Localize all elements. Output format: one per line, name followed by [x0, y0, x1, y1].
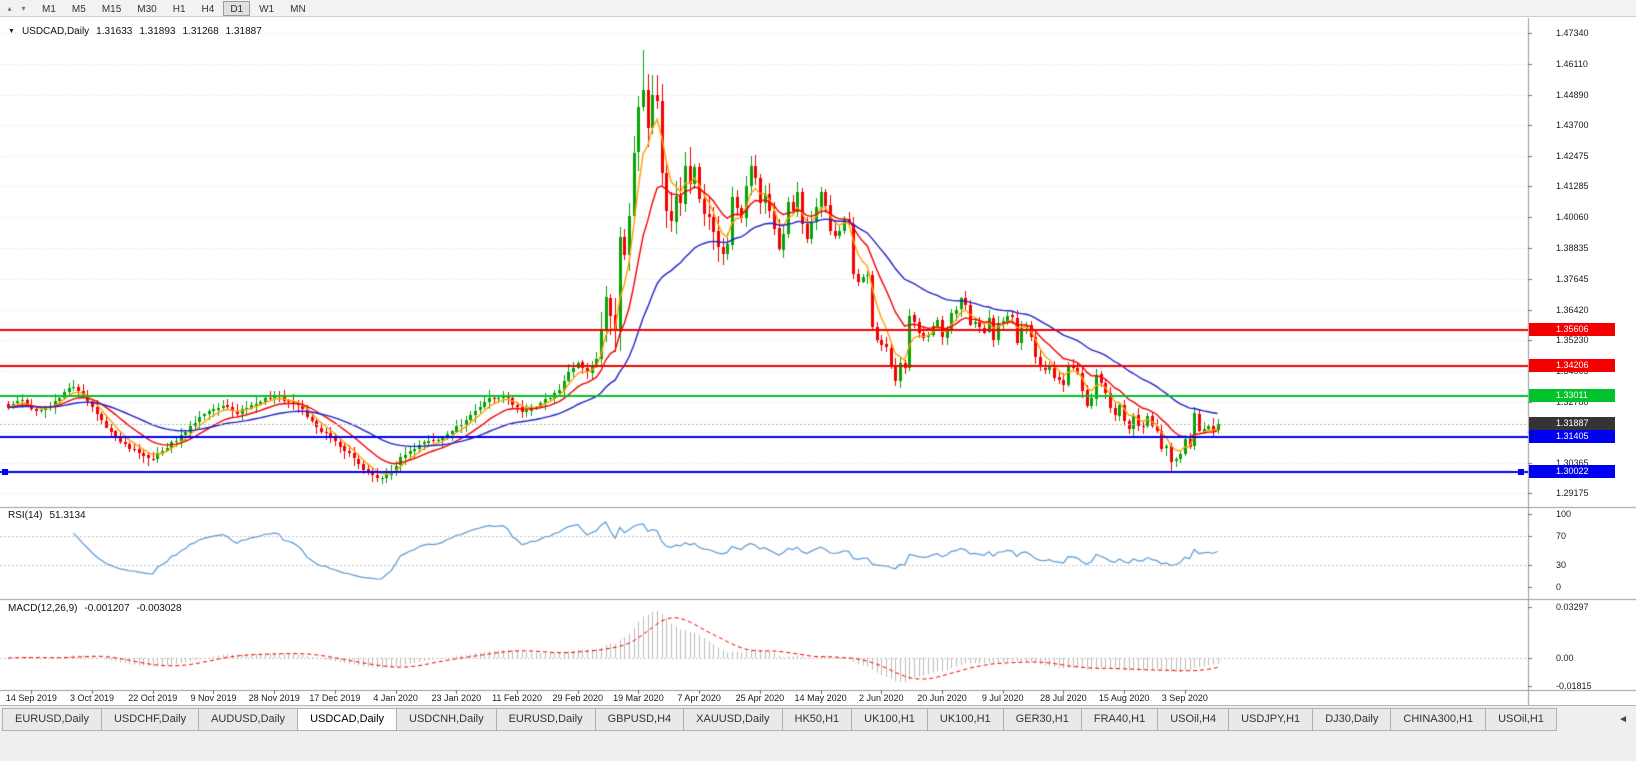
chart-tab-audusd-daily[interactable]: AUDUSD,Daily [199, 708, 299, 731]
chart-tab-eurusd-daily[interactable]: EURUSD,Daily [2, 708, 102, 731]
timeframe-m30[interactable]: M30 [137, 3, 157, 15]
chart-tab-fra40-h1[interactable]: FRA40,H1 [1081, 708, 1159, 731]
chart-tab-usdcad-daily[interactable]: USDCAD,Daily [298, 708, 398, 731]
chart-area: ▼ USDCAD,Daily 1.31633 1.31893 1.31268 1… [0, 18, 1636, 705]
chart-tab-hk50-h1[interactable]: HK50,H1 [782, 708, 853, 731]
triangle-up-icon[interactable]: ▴ [7, 3, 12, 13]
line-handle[interactable] [1518, 468, 1524, 475]
tab-scroll-left-icon[interactable]: ◄ [1615, 713, 1631, 726]
chart-tab-gbpusd-h4[interactable]: GBPUSD,H4 [595, 708, 685, 731]
timeframe-m5[interactable]: M5 [71, 3, 86, 15]
timeframe-mn[interactable]: MN [290, 3, 306, 15]
timeframe-m1[interactable]: M1 [42, 3, 56, 15]
timeframe-w1[interactable]: W1 [259, 3, 275, 15]
line-handle[interactable] [2, 468, 8, 475]
chart-tab-eurusd-daily[interactable]: EURUSD,Daily [496, 708, 596, 731]
chart-tab-usoil-h4[interactable]: USOil,H4 [1158, 708, 1230, 731]
timeframe-h1[interactable]: H1 [172, 3, 186, 15]
chart-tab-uk100-h1[interactable]: UK100,H1 [852, 708, 928, 731]
chart-tab-bar: EURUSD,Daily USDCHF,Daily AUDUSD,Daily USDC… [0, 705, 1636, 761]
timeframe-toolbar: ▴ ▾ M1 M5 M15 M30 H1 H4 D1 W1 MN [0, 0, 1636, 17]
triangle-down-icon[interactable]: ▾ [21, 3, 26, 13]
chart-tab-usoil-h1[interactable]: USOil,H1 [1486, 708, 1557, 731]
chart-tab-dj30-daily[interactable]: DJ30,Daily [1313, 708, 1392, 731]
timeframe-group: M1 M5 M15 M30 H1 H4 D1 W1 MN [35, 0, 315, 16]
timeframe-d1[interactable]: D1 [223, 0, 251, 16]
timeframe-m15[interactable]: M15 [101, 3, 122, 15]
chart-tab-xauusd-daily[interactable]: XAUUSD,Daily [684, 708, 783, 731]
chart-tab-uk100-h1[interactable]: UK100,H1 [927, 708, 1004, 731]
timeframe-h4[interactable]: H4 [201, 3, 215, 15]
chart-tabs: EURUSD,Daily USDCHF,Daily AUDUSD,Daily USDC… [0, 708, 1636, 731]
chart-tab-ger30-h1[interactable]: GER30,H1 [1003, 708, 1082, 731]
chart-tab-usdchf-daily[interactable]: USDCHF,Daily [101, 708, 200, 731]
price-chart-canvas[interactable] [0, 18, 1636, 705]
chart-tab-usdcnh-daily[interactable]: USDCNH,Daily [397, 708, 497, 731]
chart-tab-china300-h1[interactable]: CHINA300,H1 [1391, 708, 1487, 731]
chart-tab-usdjpy-h1[interactable]: USDJPY,H1 [1229, 708, 1314, 731]
